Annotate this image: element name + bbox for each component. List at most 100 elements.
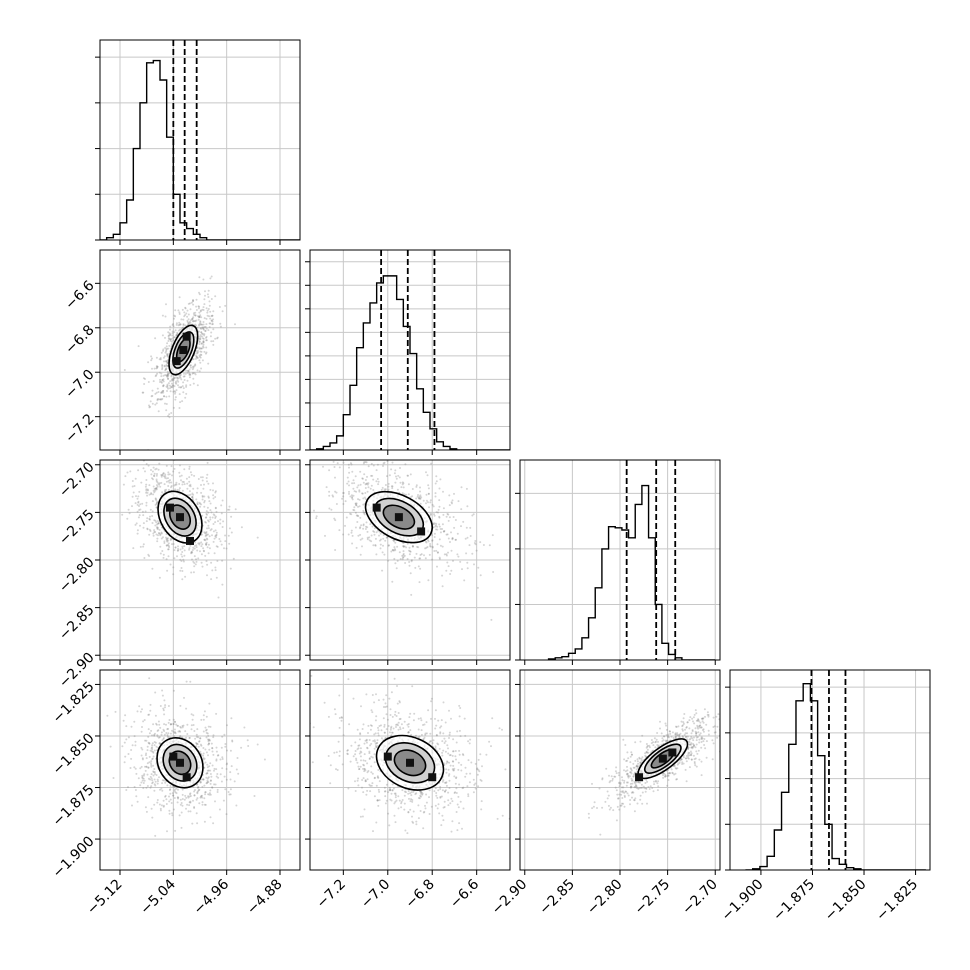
scatter-point xyxy=(176,331,179,334)
scatter-point xyxy=(133,485,136,487)
scatter-point xyxy=(201,337,204,340)
scatter-point xyxy=(638,756,641,759)
scatter-point xyxy=(127,508,130,511)
scatter-point xyxy=(203,766,206,769)
scatter-point xyxy=(427,492,430,495)
scatter-point xyxy=(156,365,159,368)
scatter-point xyxy=(350,531,353,534)
scatter-point xyxy=(368,757,371,760)
scatter-point xyxy=(188,373,191,376)
scatter-point xyxy=(218,538,221,540)
scatter-point xyxy=(401,481,404,484)
scatter-point xyxy=(216,560,219,562)
scatter-point xyxy=(354,790,357,792)
scatter-point xyxy=(168,332,171,335)
scatter-point xyxy=(198,276,201,279)
scatter-point xyxy=(479,574,482,577)
scatter-point xyxy=(381,551,384,554)
scatter-point xyxy=(693,744,695,747)
scatter-point xyxy=(435,549,438,552)
scatter-point xyxy=(472,778,475,781)
scatter-point xyxy=(469,738,472,741)
scatter-point xyxy=(205,516,208,519)
scatter-point xyxy=(341,763,344,766)
scatter-point xyxy=(189,493,192,496)
scatter-point xyxy=(164,347,167,349)
scatter-point xyxy=(189,810,192,813)
scatter-point xyxy=(167,488,170,491)
density-peak xyxy=(176,513,184,522)
scatter-point xyxy=(338,529,341,532)
scatter-point xyxy=(383,786,386,789)
scatter-point xyxy=(199,323,202,326)
scatter-point xyxy=(204,542,207,545)
scatter-point xyxy=(178,489,181,492)
scatter-point xyxy=(134,502,137,505)
scatter-point xyxy=(358,738,361,741)
scatter-point xyxy=(209,335,212,338)
scatter-point xyxy=(213,767,216,770)
scatter-point xyxy=(229,749,232,752)
scatter-point xyxy=(644,754,647,757)
scatter-point xyxy=(203,334,206,337)
scatter-point xyxy=(146,527,149,530)
scatter-point xyxy=(157,398,160,401)
scatter-point xyxy=(409,808,412,811)
scatter-point xyxy=(417,797,420,799)
scatter-point xyxy=(617,797,620,800)
scatter-point xyxy=(410,593,413,596)
scatter-point xyxy=(174,731,177,734)
scatter-point xyxy=(151,515,154,517)
scatter-point xyxy=(159,809,162,812)
scatter-point xyxy=(166,735,169,738)
scatter-point xyxy=(166,342,169,345)
scatter-point xyxy=(214,506,217,509)
scatter-point xyxy=(361,779,364,781)
scatter-point xyxy=(195,798,198,801)
scatter-point xyxy=(387,482,390,485)
scatter-point xyxy=(198,346,201,349)
scatter-point xyxy=(654,741,657,744)
scatter-point xyxy=(440,725,443,728)
scatter-point xyxy=(206,538,209,541)
scatter-point xyxy=(162,707,165,710)
scatter-point xyxy=(189,384,192,386)
scatter-point xyxy=(386,536,388,539)
scatter-point xyxy=(179,376,182,379)
scatter-point xyxy=(144,378,146,380)
scatter-point xyxy=(157,522,160,525)
scatter-point xyxy=(450,501,453,504)
scatter-point xyxy=(179,464,181,467)
scatter-point xyxy=(180,479,182,482)
scatter-point xyxy=(193,562,196,564)
scatter-point xyxy=(202,343,205,346)
scatter-point xyxy=(152,770,155,773)
scatter-point xyxy=(335,751,338,754)
scatter-point xyxy=(202,752,205,755)
scatter-point xyxy=(207,754,209,757)
scatter-point xyxy=(158,483,161,486)
scatter-point xyxy=(421,793,424,796)
scatter-point xyxy=(403,493,406,496)
scatter-panel-4-3 xyxy=(515,669,721,875)
scatter-point xyxy=(366,536,369,539)
scatter-point xyxy=(359,732,362,735)
scatter-point xyxy=(161,550,164,552)
scatter-point xyxy=(198,370,201,373)
scatter-point xyxy=(644,787,647,790)
scatter-point xyxy=(420,729,423,732)
scatter-point xyxy=(402,542,405,545)
scatter-point xyxy=(348,471,351,474)
scatter-point xyxy=(263,758,266,761)
scatter-point xyxy=(437,803,440,806)
scatter-point xyxy=(392,727,395,730)
scatter-point xyxy=(181,788,184,791)
scatter-point xyxy=(198,315,201,318)
scatter-point xyxy=(137,777,140,780)
scatter-point xyxy=(402,552,405,555)
scatter-point xyxy=(205,531,208,533)
scatter-point xyxy=(140,730,143,733)
scatter-point xyxy=(395,475,397,478)
scatter-point xyxy=(355,759,358,762)
scatter-point xyxy=(198,543,201,546)
